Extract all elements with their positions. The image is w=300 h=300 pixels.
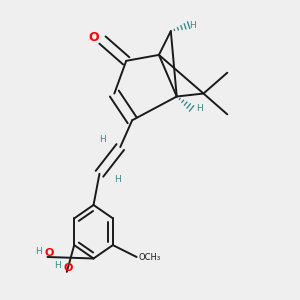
Text: H: H <box>99 135 106 144</box>
Text: H: H <box>114 175 121 184</box>
Text: OCH₃: OCH₃ <box>138 253 160 262</box>
Text: H: H <box>35 247 42 256</box>
Text: O: O <box>88 31 99 44</box>
Text: H: H <box>189 21 195 30</box>
Text: O: O <box>64 263 73 273</box>
Text: H: H <box>196 104 203 113</box>
Text: O: O <box>44 248 54 258</box>
Text: H: H <box>55 261 61 270</box>
